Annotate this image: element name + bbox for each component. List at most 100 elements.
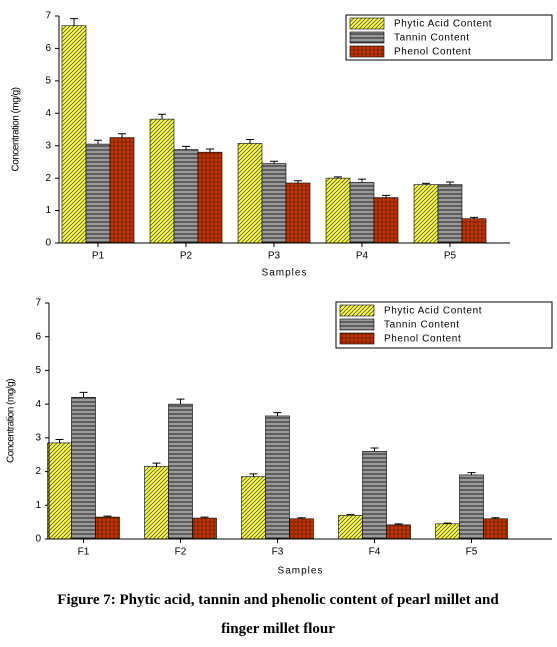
- bar: [435, 523, 460, 540]
- y-tick-label: 7: [35, 298, 41, 309]
- bar: [325, 177, 351, 244]
- y-tick-label: 1: [35, 500, 41, 511]
- error-bar: [158, 113, 166, 120]
- bar: [149, 118, 175, 244]
- legend-label: Tannin Content: [394, 33, 470, 44]
- error-bar: [382, 194, 390, 198]
- legend-swatch: [349, 45, 385, 58]
- x-tick-label: F1: [78, 547, 90, 558]
- x-tick-label: F5: [466, 547, 478, 558]
- x-axis-label: Samples: [262, 268, 308, 279]
- legend-swatch: [339, 332, 375, 345]
- bar: [437, 184, 463, 244]
- legend-label: Phenol Content: [384, 334, 461, 345]
- bar: [285, 182, 311, 244]
- y-tick-label: 2: [45, 173, 51, 184]
- error-bar: [491, 517, 500, 519]
- error-bar: [79, 391, 88, 398]
- error-bar: [55, 439, 64, 443]
- x-tick-label: P2: [180, 251, 193, 262]
- y-tick-label: 1: [45, 205, 51, 216]
- error-bar: [246, 139, 254, 144]
- error-bar: [94, 139, 102, 145]
- y-tick-label: 6: [45, 43, 51, 54]
- error-bar: [470, 216, 478, 219]
- bar: [47, 442, 72, 540]
- y-axis-label: Concentration (mg/g): [11, 87, 22, 171]
- error-bar: [467, 472, 476, 475]
- error-bar: [182, 145, 190, 150]
- legend-label: Phytic Acid Content: [394, 19, 492, 30]
- bar: [289, 518, 314, 540]
- error-bar: [70, 18, 78, 26]
- x-tick-label: F2: [175, 547, 187, 558]
- error-bar: [152, 462, 161, 467]
- legend-label: Phenol Content: [394, 47, 471, 58]
- y-tick-label: 3: [45, 140, 51, 151]
- error-bar: [334, 176, 342, 179]
- y-tick-label: 0: [45, 238, 51, 249]
- y-tick-label: 7: [45, 11, 51, 22]
- y-tick-label: 0: [35, 534, 41, 545]
- bar: [95, 516, 120, 540]
- legend-swatch: [339, 304, 375, 317]
- legend-swatch: [349, 17, 385, 30]
- error-bar: [446, 181, 454, 185]
- bar: [373, 197, 399, 244]
- error-bar: [249, 473, 258, 477]
- bar: [109, 137, 135, 244]
- error-bar: [206, 148, 214, 153]
- y-tick-label: 6: [35, 331, 41, 342]
- error-bar: [273, 412, 282, 416]
- error-bar: [297, 517, 306, 519]
- error-bar: [358, 178, 366, 183]
- y-tick-label: 3: [35, 432, 41, 443]
- error-bar: [176, 398, 185, 405]
- bar: [197, 151, 223, 244]
- bar: [386, 524, 411, 540]
- y-tick-label: 2: [35, 466, 41, 477]
- bar: [237, 143, 263, 244]
- error-bar: [422, 182, 430, 185]
- error-bar: [103, 515, 112, 518]
- error-bar: [270, 160, 278, 164]
- error-bar: [118, 133, 126, 138]
- error-bar: [370, 447, 379, 452]
- y-tick-label: 4: [45, 108, 51, 119]
- y-tick-label: 4: [35, 399, 41, 410]
- legend-swatch: [339, 318, 375, 331]
- bar: [265, 415, 290, 540]
- error-bar: [200, 516, 209, 519]
- x-tick-label: F3: [272, 547, 284, 558]
- bar: [362, 451, 387, 540]
- x-tick-label: P4: [356, 251, 369, 262]
- x-tick-label: P3: [268, 251, 281, 262]
- bar: [192, 517, 217, 540]
- bar: [483, 518, 508, 540]
- error-bar: [443, 522, 452, 524]
- bar: [168, 403, 193, 540]
- error-bar: [294, 180, 302, 184]
- legend-label: Phytic Acid Content: [384, 306, 482, 317]
- x-tick-label: P5: [444, 251, 457, 262]
- bar: [261, 163, 287, 244]
- x-tick-label: F4: [369, 547, 381, 558]
- bar: [459, 474, 484, 540]
- y-tick-label: 5: [45, 75, 51, 86]
- bar: [241, 476, 266, 540]
- error-bar: [394, 523, 403, 525]
- bar: [85, 143, 111, 244]
- y-axis-label: Concentration (mg/g): [6, 379, 17, 463]
- error-bar: [346, 513, 355, 516]
- bar: [144, 466, 169, 540]
- bar: [413, 184, 439, 244]
- bar: [349, 182, 375, 244]
- figure: 0 1 2 3 4 5 6 7 P1 P2 P3 P4 P5 Samples Concentration (…: [6, 11, 553, 577]
- x-axis-label: Samples: [278, 566, 324, 577]
- caption: Figure 7: Phytic acid, tannin and phenol…: [57, 592, 499, 637]
- bar: [461, 218, 487, 244]
- legend-label: Tannin Content: [384, 320, 460, 331]
- y-tick-label: 5: [35, 365, 41, 376]
- bar: [338, 515, 363, 540]
